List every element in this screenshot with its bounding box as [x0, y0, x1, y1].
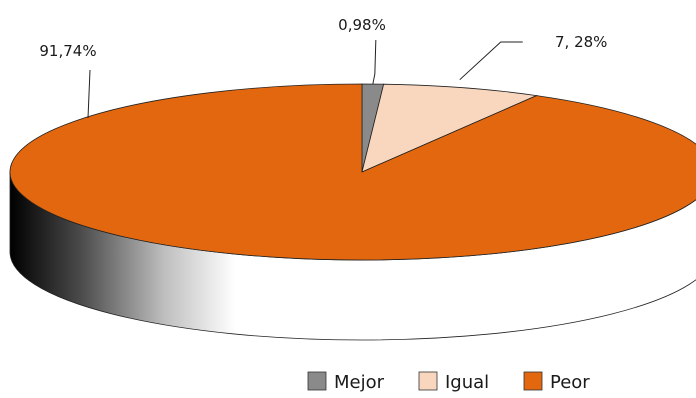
data-label-peor: 91,74%	[39, 42, 96, 60]
leader-line-peor	[87, 69, 91, 119]
legend-swatch-peor	[523, 371, 543, 391]
legend-label-igual: Igual	[445, 372, 489, 393]
leader-line-mejor	[372, 39, 377, 85]
data-label-mejor: 0,98%	[338, 16, 386, 34]
legend-label-peor: Peor	[550, 372, 590, 393]
legend-label-mejor: Mejor	[334, 372, 385, 393]
leader-line-igual	[459, 41, 523, 81]
data-label-igual: 7, 28%	[555, 33, 607, 51]
leader-lines	[87, 39, 523, 119]
pie-slices	[9, 83, 696, 261]
legend-swatch-igual	[418, 371, 438, 391]
pie-slice-peor	[9, 83, 696, 261]
legend-swatch-mejor	[307, 371, 327, 391]
legend: Mejor Igual Peor	[307, 371, 590, 393]
data-labels: 0,98% 7, 28% 91,74%	[39, 16, 607, 60]
pie-slice-igual	[361, 83, 539, 173]
